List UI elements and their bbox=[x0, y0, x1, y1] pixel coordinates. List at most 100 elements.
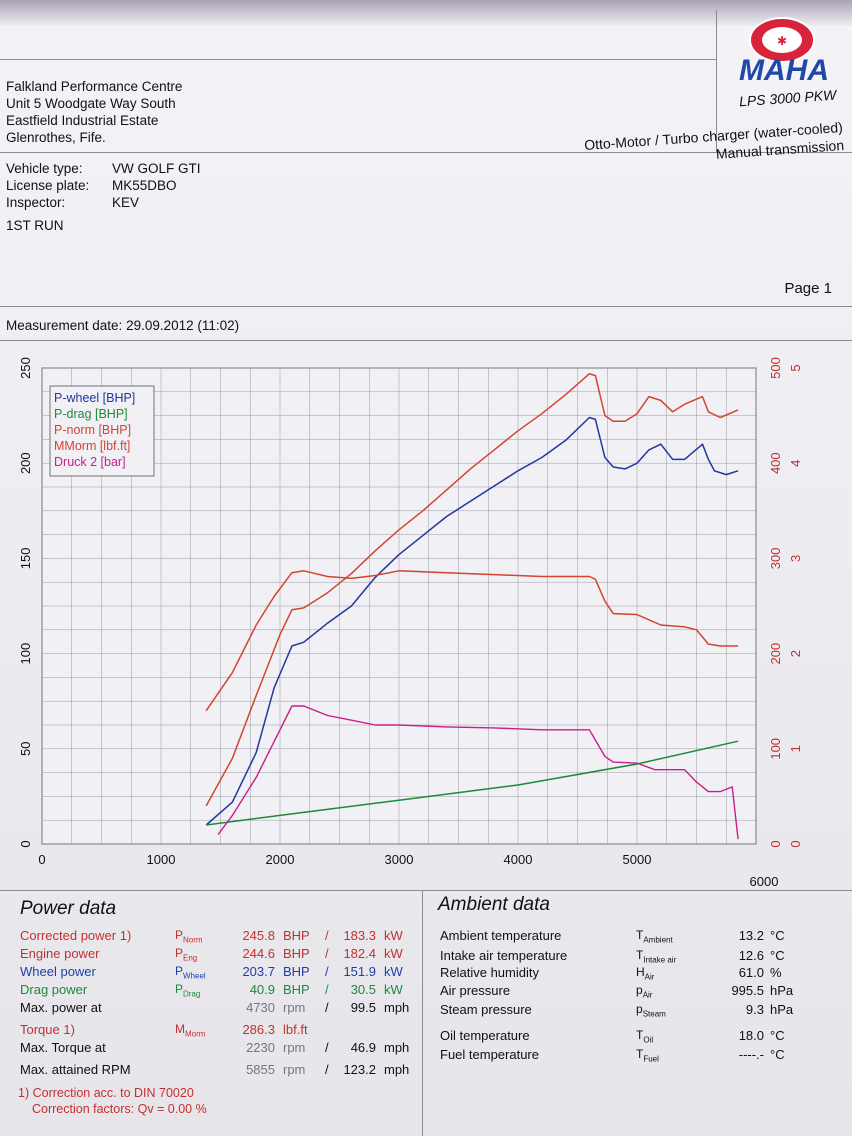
ambient-unit: hPa bbox=[770, 982, 794, 998]
power-symbol: PDrag bbox=[175, 982, 201, 999]
chart-top-rule bbox=[0, 340, 852, 341]
power-separator: / bbox=[325, 946, 329, 961]
power-separator: / bbox=[325, 982, 329, 997]
vehicle-type-value: VW GOLF GTI bbox=[112, 161, 201, 176]
power-symbol: PEng bbox=[175, 946, 198, 963]
power-symbol: PNorm bbox=[175, 928, 203, 945]
torque-series bbox=[205, 570, 739, 712]
pressure-tick-label: 5 bbox=[788, 364, 803, 371]
power-unit-2: kW bbox=[384, 928, 403, 943]
ambient-unit: °C bbox=[770, 1027, 785, 1043]
power-unit-2: mph bbox=[384, 1000, 410, 1015]
power-value-2: 123.2 bbox=[343, 1062, 376, 1077]
pressure-tick-label: 1 bbox=[788, 745, 803, 752]
ambient-value: 995.5 bbox=[731, 982, 764, 998]
correction-footnote: 1) Correction acc. to DIN 70020 bbox=[18, 1086, 194, 1100]
torque-tick-label: 100 bbox=[768, 738, 783, 760]
ambient-symbol: HAir bbox=[636, 965, 655, 982]
power-symbol: PWheel bbox=[175, 964, 206, 981]
power-label: Max. Torque at bbox=[20, 1040, 106, 1055]
ambient-unit: °C bbox=[770, 947, 785, 963]
power-unit: BHP bbox=[283, 928, 310, 943]
power-unit: rpm bbox=[283, 1000, 306, 1015]
page-rule bbox=[0, 306, 852, 307]
page-number: Page 1 bbox=[784, 280, 832, 297]
power-unit-2: kW bbox=[384, 982, 403, 997]
power-value-2: 99.5 bbox=[350, 1000, 376, 1015]
p-norm-series bbox=[205, 372, 739, 807]
license-plate-label: License plate: bbox=[6, 178, 90, 193]
ambient-symbol: TIntake air bbox=[636, 947, 677, 964]
ambient-value: 9.3 bbox=[745, 1002, 764, 1017]
left-tick-label: 0 bbox=[18, 840, 33, 847]
ambient-unit: °C bbox=[770, 1047, 785, 1062]
ambient-label: Fuel temperature bbox=[440, 1047, 539, 1062]
power-unit: rpm bbox=[283, 1040, 306, 1055]
torque-tick-label: 300 bbox=[768, 548, 783, 570]
header-bottom-rule bbox=[0, 152, 852, 153]
power-unit-2: mph bbox=[384, 1040, 410, 1055]
inspector-label: Inspector: bbox=[6, 195, 66, 210]
header-divider bbox=[716, 10, 717, 152]
pressure-tick-label: 2 bbox=[788, 650, 803, 657]
power-unit: rpm bbox=[283, 1062, 306, 1077]
power-unit-2: mph bbox=[384, 1062, 410, 1077]
data-divider bbox=[422, 890, 423, 1136]
correction-factors: Correction factors: Qv = 0.00 % bbox=[32, 1102, 207, 1116]
legend-entry: MMorm [lbf.ft] bbox=[54, 439, 130, 453]
legend-entry: P-wheel [BHP] bbox=[54, 391, 135, 405]
power-unit: lbf.ft bbox=[283, 1022, 308, 1037]
dyno-model: LPS 3000 PKW bbox=[738, 86, 837, 110]
power-label: Max. power at bbox=[20, 1000, 102, 1015]
logo-text: MAHA bbox=[739, 54, 829, 87]
ambient-symbol: TFuel bbox=[636, 1047, 659, 1064]
ambient-label: Steam pressure bbox=[440, 1002, 532, 1017]
power-value: 5855 bbox=[246, 1062, 275, 1077]
address-line-4: Glenrothes, Fife. bbox=[6, 130, 106, 145]
power-unit: BHP bbox=[283, 946, 310, 961]
power-value: 40.9 bbox=[249, 982, 275, 997]
run-label: 1ST RUN bbox=[6, 218, 64, 233]
power-separator: / bbox=[325, 1000, 329, 1015]
chart-bottom-rule bbox=[0, 890, 852, 891]
vehicle-type-label: Vehicle type: bbox=[6, 161, 83, 176]
torque-tick-label: 500 bbox=[768, 357, 783, 379]
power-value: 203.7 bbox=[242, 964, 275, 979]
ambient-symbol: pSteam bbox=[636, 1002, 666, 1019]
ambient-label: Intake air temperature bbox=[440, 947, 568, 963]
pressure-tick-label: 4 bbox=[788, 460, 803, 467]
power-label: Torque 1) bbox=[20, 1022, 75, 1037]
left-tick-label: 50 bbox=[18, 742, 33, 756]
p-drag-series bbox=[206, 740, 739, 826]
svg-text:✱: ✱ bbox=[777, 34, 787, 48]
ambient-unit: hPa bbox=[770, 1002, 794, 1017]
ambient-value: ----.- bbox=[738, 1047, 764, 1062]
x-tick-label: 4000 bbox=[504, 852, 533, 867]
power-symbol: MMorm bbox=[175, 1022, 206, 1039]
power-value-2: 182.4 bbox=[343, 946, 376, 961]
power-label: Drag power bbox=[20, 982, 88, 997]
address-line-1: Falkland Performance Centre bbox=[6, 79, 183, 94]
power-value-2: 151.9 bbox=[343, 964, 376, 979]
dyno-chart: 0100020003000400050006000n [rpm]05010015… bbox=[18, 357, 838, 892]
ambient-symbol: TAmbient bbox=[636, 928, 673, 945]
power-value-2: 30.5 bbox=[350, 982, 376, 997]
maha-logo: ✱ MAHA bbox=[736, 14, 832, 88]
power-label: Max. attained RPM bbox=[20, 1062, 131, 1077]
left-tick-label: 250 bbox=[18, 357, 33, 379]
power-separator: / bbox=[325, 1040, 329, 1055]
chart-legend: P-wheel [BHP] P-drag [BHP] P-norm [BHP] MMo… bbox=[49, 385, 155, 477]
ambient-label: Ambient temperature bbox=[440, 928, 562, 943]
legend-entry: P-drag [BHP] bbox=[54, 407, 128, 421]
engine-description: Otto-Motor / Turbo charger (water-cooled… bbox=[584, 118, 845, 172]
ambient-value: 61.0 bbox=[738, 965, 764, 980]
power-data-title: Power data bbox=[20, 898, 117, 919]
x-axis-label: n [rpm] bbox=[794, 891, 838, 892]
address-line-2: Unit 5 Woodgate Way South bbox=[6, 96, 176, 111]
ambient-symbol: pAir bbox=[636, 982, 653, 999]
power-separator: / bbox=[325, 928, 329, 943]
power-separator: / bbox=[325, 1062, 329, 1077]
power-label: Wheel power bbox=[20, 964, 96, 979]
x-tick-label: 5000 bbox=[623, 852, 652, 867]
